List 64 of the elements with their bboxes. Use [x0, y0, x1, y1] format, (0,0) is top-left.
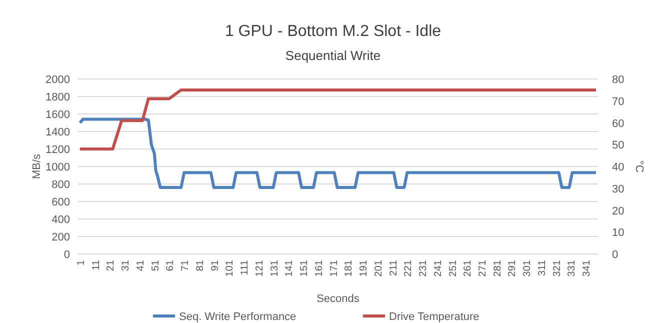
x-tick-label: 31	[120, 260, 132, 272]
x-tick-label: 291	[507, 260, 518, 277]
legend-label: Seq. Write Performance	[179, 311, 296, 323]
y-tick-label: 1000	[46, 162, 70, 174]
x-tick-label: 71	[180, 260, 192, 272]
y-axis-title: MB/s	[31, 153, 43, 180]
x-tick-label: 131	[269, 260, 280, 277]
y-tick-label: 600	[52, 196, 70, 208]
legend-label: Drive Temperature	[389, 311, 480, 323]
x-tick-label: 61	[165, 260, 176, 272]
x-tick-label: 181	[344, 260, 355, 277]
x-tick-label: 311	[536, 260, 548, 276]
y2-tick-label: 40	[612, 162, 624, 174]
line-series	[78, 88, 598, 150]
line-series	[78, 118, 598, 189]
y2-tick-label: 80	[612, 74, 624, 86]
y2-tick-label: 0	[612, 249, 618, 261]
y2-tick-label: 20	[612, 205, 624, 218]
x-tick-label: 51	[150, 260, 162, 272]
x-tick-label: 1	[76, 260, 87, 266]
x-tick-label: 331	[566, 260, 578, 277]
x-tick-label: 261	[462, 260, 474, 277]
x-tick-label: 11	[90, 260, 102, 270]
y-tick-label: 800	[52, 179, 70, 191]
x-tick-label: 101	[224, 260, 236, 277]
x-tick-label: 121	[254, 260, 266, 277]
x-tick-label: 151	[299, 260, 310, 277]
chart-subtitle: Sequential Write	[285, 48, 381, 63]
x-tick-label: 231	[418, 260, 430, 277]
x-tick-label: 191	[358, 260, 370, 277]
x-tick-label: 91	[210, 260, 221, 272]
x-tick-label: 251	[448, 260, 459, 277]
x-tick-label: 171	[328, 260, 340, 277]
x-tick-label: 21	[106, 260, 117, 272]
x-tick-label: 281	[492, 260, 504, 277]
x-tick-label: 321	[552, 260, 563, 277]
y-tick-label: 1200	[46, 144, 70, 156]
y-tick-label: 1800	[46, 92, 70, 104]
x-tick-label: 141	[284, 260, 296, 277]
chart-title: 1 GPU - Bottom M.2 Slot - Idle	[224, 23, 442, 40]
x-tick-label: 161	[314, 260, 325, 277]
x-tick-label: 201	[373, 260, 384, 277]
x-tick-label: 241	[432, 260, 444, 277]
y2-tick-label: 50	[612, 140, 624, 152]
y2-tick-label: 70	[612, 96, 624, 108]
y2-tick-label: 60	[612, 118, 624, 130]
y2-tick-label: 30	[612, 183, 624, 196]
y-tick-label: 1400	[46, 126, 70, 138]
y-tick-label: 400	[52, 214, 70, 226]
x-tick-label: 301	[522, 260, 534, 277]
y-tick-label: 0	[64, 249, 70, 261]
x-tick-label: 41	[135, 260, 146, 272]
y-tick-label: 1600	[46, 109, 70, 121]
y-tick-label: 200	[52, 232, 70, 244]
y-tick-label: 2000	[46, 74, 70, 86]
x-tick-label: 211	[388, 260, 400, 276]
y2-tick-label: 10	[612, 227, 624, 240]
y2-axis-title: °C	[633, 160, 645, 173]
x-tick-label: 271	[478, 260, 488, 277]
x-tick-label: 81	[194, 260, 206, 272]
x-axis-title: Seconds	[316, 293, 360, 305]
x-tick-label: 341	[582, 260, 593, 277]
x-tick-label: 111	[240, 260, 251, 276]
x-tick-label: 221	[403, 260, 414, 277]
